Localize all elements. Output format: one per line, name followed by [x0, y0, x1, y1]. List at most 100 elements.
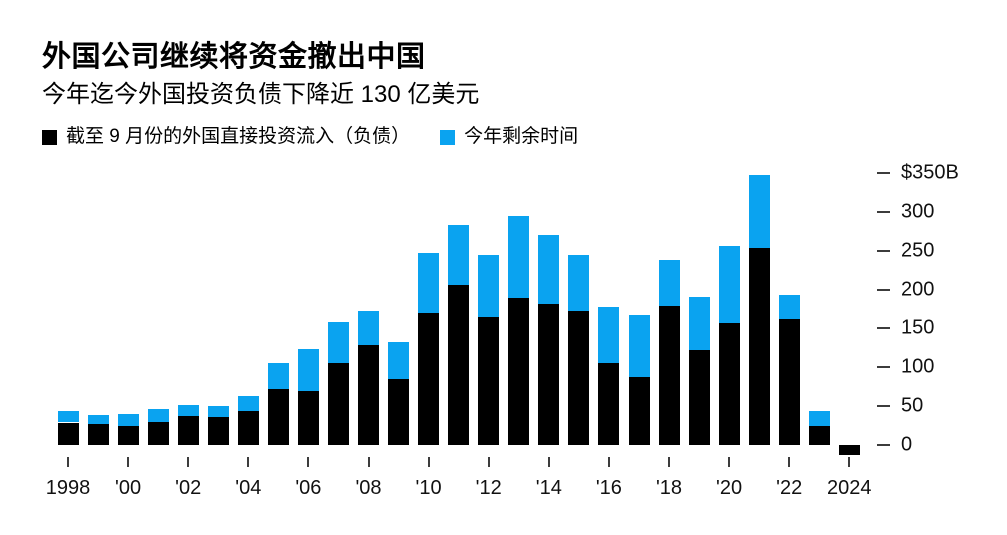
bar-2013-rest-of-year [508, 215, 530, 299]
bar-2019-through-september [688, 350, 710, 445]
x-tick-label: '18 [655, 477, 683, 499]
y-tick-dash [877, 366, 890, 369]
y-tick-dash [877, 210, 890, 213]
legend-label: 截至 9 月份的外国直接投资流入（负债） [66, 126, 411, 147]
bar-2024-through-september [838, 445, 860, 456]
x-tick-label: 1998 [45, 477, 91, 499]
x-tick-mark [67, 457, 69, 467]
x-tick-label: '02 [175, 477, 202, 499]
bar-2006-rest-of-year [297, 348, 319, 392]
bar-2007-through-september [327, 362, 349, 445]
bar-2013-through-september [508, 298, 530, 445]
x-tick-mark [127, 457, 130, 467]
bar-2003-rest-of-year [207, 406, 229, 418]
y-tick-dash [877, 172, 890, 175]
bar-2003-through-september [207, 417, 229, 445]
bar-2023-through-september [808, 425, 830, 445]
y-tick-dash [877, 288, 890, 291]
bar-2011-rest-of-year [448, 225, 470, 285]
x-tick-mark [247, 457, 250, 467]
legend: 截至 9 月份的外国直接投资流入（负债） 今年剩余时间 [42, 127, 578, 147]
x-tick-label: '14 [535, 477, 562, 499]
bar-2004-through-september [237, 410, 259, 445]
y-tick-dash [877, 327, 890, 330]
legend-item-1: 今年剩余时间 [440, 127, 578, 147]
bar-2020-through-september [718, 323, 740, 445]
x-tick-label: '22 [776, 477, 803, 499]
bar-2018-rest-of-year [658, 260, 680, 306]
bar-2023-rest-of-year [808, 410, 830, 426]
bar-2001-through-september [147, 421, 169, 445]
legend-item-0: 截至 9 月份的外国直接投资流入（负债） [42, 127, 410, 147]
y-tick-label: 100 [901, 355, 935, 378]
bar-2019-rest-of-year [688, 297, 710, 351]
bar-2017-through-september [628, 377, 650, 445]
bar-2017-rest-of-year [628, 315, 650, 378]
y-tick-dash [877, 405, 890, 408]
y-tick-label: 300 [901, 200, 935, 223]
bar-1998-rest-of-year [57, 410, 79, 423]
x-tick-mark [728, 457, 731, 467]
bar-1999-through-september [87, 424, 109, 445]
bar-2002-through-september [177, 416, 199, 445]
bar-2005-rest-of-year [267, 362, 289, 389]
chart-subtitle: 今年迄今外国投资负债下降近 130 亿美元 [42, 81, 480, 108]
bar-2018-through-september [658, 305, 680, 445]
y-tick-label: 50 [901, 394, 924, 417]
bar-2001-rest-of-year [147, 409, 169, 422]
y-tick-label: 150 [901, 316, 935, 339]
bar-2011-through-september [448, 284, 470, 445]
bar-2020-rest-of-year [718, 246, 740, 323]
legend-label: 今年剩余时间 [464, 126, 579, 147]
bar-1998-through-september [57, 422, 79, 445]
y-tick-label: 0 [901, 433, 913, 456]
x-tick-mark [547, 457, 550, 467]
y-tick-label: 200 [901, 278, 935, 301]
y-tick-dash [877, 444, 890, 446]
bar-2022-rest-of-year [778, 295, 800, 320]
bar-1999-rest-of-year [87, 414, 109, 424]
bar-2004-rest-of-year [237, 396, 259, 411]
x-tick-label: 2024 [827, 477, 872, 499]
bar-2010-through-september [418, 312, 440, 445]
x-tick-mark [187, 457, 190, 467]
x-tick-mark [668, 457, 670, 467]
bar-2002-rest-of-year [177, 405, 199, 417]
bar-2008-rest-of-year [358, 310, 379, 345]
bar-2008-through-september [358, 344, 379, 445]
x-tick-mark [607, 457, 610, 467]
bar-2000-through-september [117, 425, 139, 445]
blue-square-swatch [440, 129, 456, 145]
y-tick-label: 250 [901, 239, 935, 262]
x-tick-label: '00 [115, 477, 142, 499]
chart-title: 外国公司继续将资金撤出中国 [42, 41, 426, 73]
x-tick-mark [487, 457, 490, 467]
x-tick-mark [367, 457, 370, 467]
x-tick-label: '04 [235, 477, 262, 499]
y-tick-dash [877, 249, 890, 252]
bar-2014-through-september [538, 303, 560, 445]
bar-2009-through-september [388, 379, 410, 445]
x-tick-label: '10 [415, 477, 442, 499]
bar-2016-through-september [598, 362, 620, 445]
y-tick-label: $350B [901, 161, 959, 184]
x-tick-mark [788, 457, 791, 467]
bar-2010-rest-of-year [418, 253, 440, 313]
x-tick-label: '12 [475, 477, 502, 499]
bar-2009-rest-of-year [388, 341, 410, 379]
bar-2000-rest-of-year [117, 413, 139, 426]
bar-2005-through-september [267, 389, 289, 445]
bar-2016-rest-of-year [598, 306, 620, 363]
black-square-swatch [42, 129, 57, 145]
bar-2007-rest-of-year [327, 322, 349, 363]
bar-2014-rest-of-year [538, 235, 560, 304]
x-tick-label: '06 [295, 477, 322, 499]
bar-2015-rest-of-year [568, 255, 590, 311]
bar-2021-through-september [748, 247, 770, 445]
x-tick-mark [307, 457, 310, 467]
bar-2006-through-september [297, 391, 319, 445]
bar-2021-rest-of-year [748, 174, 770, 248]
bar-2022-through-september [778, 319, 800, 445]
